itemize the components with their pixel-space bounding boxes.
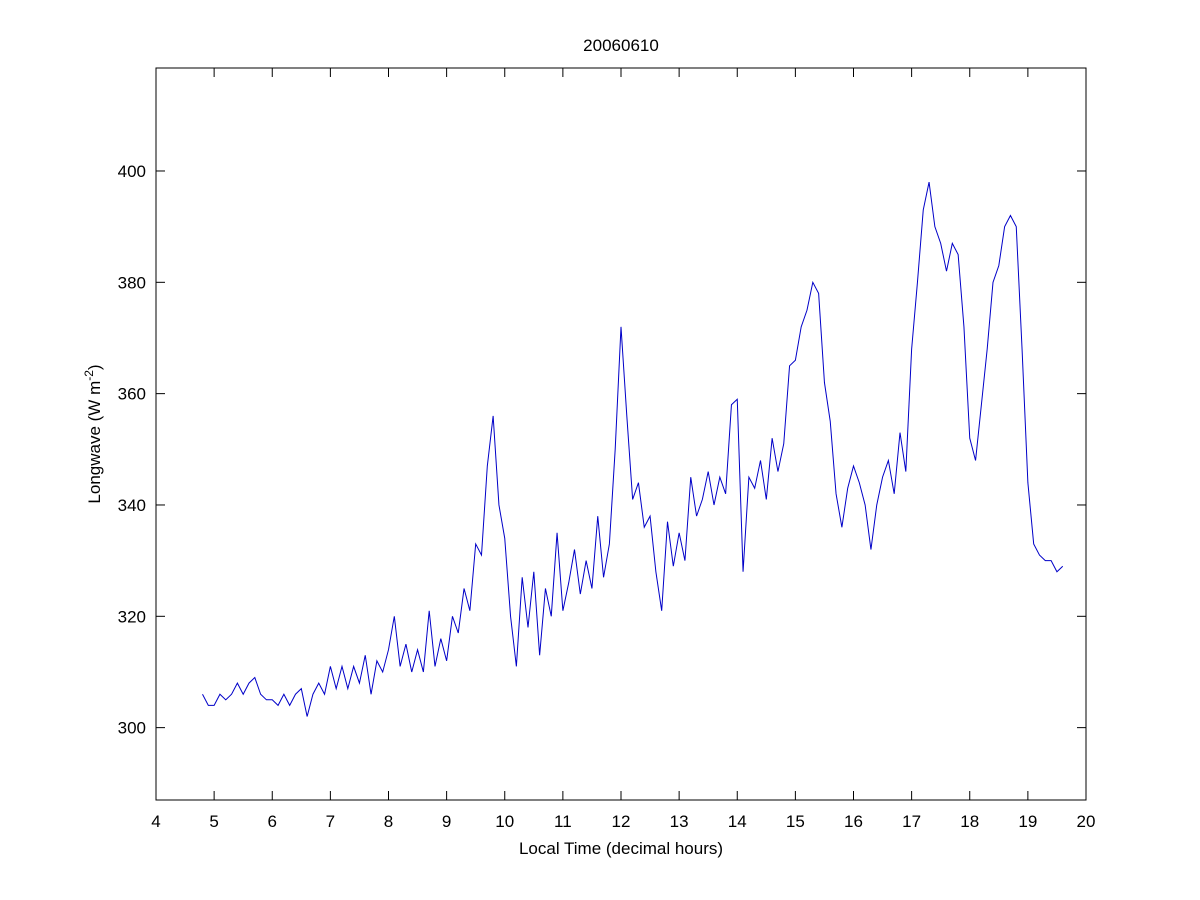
x-tick-label: 4 [151, 812, 160, 831]
x-tick-label: 19 [1018, 812, 1037, 831]
x-tick-label: 7 [326, 812, 335, 831]
x-tick-label: 5 [209, 812, 218, 831]
data-line [202, 182, 1064, 717]
x-tick-label: 6 [268, 812, 277, 831]
x-tick-label: 18 [960, 812, 979, 831]
y-tick-label: 360 [118, 385, 146, 404]
x-tick-label: 17 [902, 812, 921, 831]
x-tick-label: 8 [384, 812, 393, 831]
x-tick-label: 15 [786, 812, 805, 831]
chart-title: 20060610 [583, 36, 659, 55]
x-tick-label: 12 [612, 812, 631, 831]
x-tick-label: 20 [1077, 812, 1096, 831]
y-axis-label-text: Longwave (W m [85, 381, 104, 504]
y-axis-label-close: ) [85, 364, 104, 370]
x-tick-label: 16 [844, 812, 863, 831]
x-tick-label: 11 [554, 812, 572, 831]
y-axis-label: Longwave (W m-2) [82, 364, 104, 503]
y-tick-label: 400 [118, 162, 146, 181]
x-axis-label: Local Time (decimal hours) [519, 839, 723, 858]
y-tick-label: 320 [118, 607, 146, 626]
x-tick-label: 13 [670, 812, 689, 831]
plot-frame [155, 67, 1087, 801]
y-tick-label: 380 [118, 273, 146, 292]
x-tick-label: 14 [728, 812, 747, 831]
x-tick-label: 10 [495, 812, 514, 831]
y-axis-label-superscript: -2 [82, 370, 96, 381]
y-tick-label: 300 [118, 719, 146, 738]
y-tick-label: 340 [118, 496, 146, 515]
x-tick-label: 9 [442, 812, 451, 831]
